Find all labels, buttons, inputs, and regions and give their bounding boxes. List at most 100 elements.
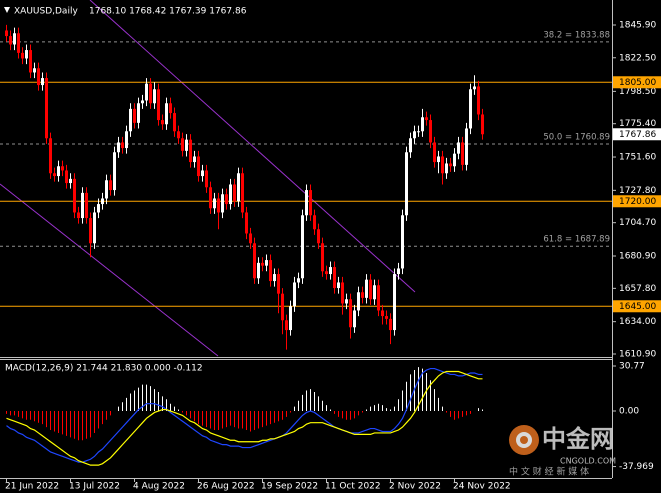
ohlc-readout: 1768.10 1768.42 1767.39 1767.86	[89, 7, 247, 17]
y-tick-label: 1657.80	[619, 284, 656, 294]
candle-body	[57, 166, 60, 177]
candle-body	[293, 282, 296, 307]
candle-body	[81, 192, 84, 219]
candle-body	[289, 306, 292, 331]
x-tick-label: 2 Nov 2022	[389, 482, 441, 492]
candle-body	[89, 218, 92, 244]
fib-label: 61.8 = 1687.89	[543, 235, 610, 245]
candle-body	[113, 152, 116, 191]
candle-body	[365, 279, 368, 298]
candle-body	[217, 198, 220, 213]
level-label: 1645.00	[619, 302, 656, 312]
candle-body	[61, 166, 64, 171]
candle-body	[109, 180, 112, 191]
candle-body	[305, 190, 308, 216]
candle-body	[105, 180, 108, 199]
candle-body	[153, 89, 156, 104]
candle-body	[93, 212, 96, 244]
candle-body	[205, 170, 208, 188]
level-label: 1805.00	[619, 78, 656, 88]
candle-body	[225, 194, 228, 205]
candle-body	[253, 243, 256, 279]
candle-body	[189, 139, 192, 163]
candle-body	[141, 100, 144, 104]
candle-body	[369, 279, 372, 300]
candle-body	[197, 156, 200, 177]
level-label-box	[613, 300, 661, 313]
candle-body	[313, 215, 316, 230]
candle-body	[449, 163, 452, 167]
layout	[0, 0, 613, 479]
candle-body	[181, 138, 184, 151]
fib-label: 38.2 = 1833.88	[543, 30, 610, 40]
candle-body	[185, 139, 188, 151]
candle-body	[101, 198, 104, 205]
candle-body	[233, 184, 236, 202]
candle-body	[413, 131, 416, 139]
candle-body	[269, 260, 272, 282]
candle-body	[465, 128, 468, 165]
candle-body	[317, 229, 320, 244]
channel-line	[0, 183, 219, 357]
candle-body	[213, 198, 216, 209]
candle-body	[173, 113, 176, 132]
x-tick-label: 21 Jun 2022	[5, 482, 59, 492]
candle-body	[65, 170, 68, 184]
watermark: 中金网 CNGOLD.COM 中 文 财 经 新 媒 体	[509, 425, 616, 478]
symbol-icon	[4, 7, 10, 13]
candle-body	[473, 86, 476, 90]
candle-body	[333, 267, 336, 289]
candle-body	[229, 184, 232, 205]
candle-body	[409, 138, 412, 153]
candle-body	[237, 173, 240, 202]
candle-body	[385, 316, 388, 319]
candle-body	[73, 178, 76, 213]
candle-body	[337, 282, 340, 289]
chart-title: XAUUSD,Daily	[14, 7, 78, 17]
y-tick-label: 1798.50	[619, 87, 656, 97]
candle-body	[41, 78, 44, 86]
candle-body	[21, 52, 24, 59]
candle-body	[97, 204, 100, 213]
y-tick-label: 1751.60	[619, 153, 656, 163]
candle-body	[177, 131, 180, 139]
candle-body	[353, 310, 356, 328]
y2-tick-label: 0.00	[619, 407, 639, 417]
level-label: 1720.00	[619, 197, 656, 207]
candle-body	[5, 30, 8, 37]
candle-body	[437, 156, 440, 163]
level-label-box	[613, 76, 661, 89]
candle-body	[29, 50, 32, 73]
y-tick-label: 1822.50	[619, 53, 656, 63]
candle-body	[373, 285, 376, 300]
candle-body	[281, 293, 284, 321]
candle-body	[345, 299, 348, 304]
x-tick-label: 19 Sep 2022	[261, 482, 318, 492]
candle-body	[241, 173, 244, 213]
candle-body	[129, 108, 132, 132]
x-tick-label: 4 Aug 2022	[133, 482, 185, 492]
candle-body	[321, 243, 324, 272]
candle-body	[201, 170, 204, 177]
candle-body	[297, 278, 300, 283]
last-price-label: 1767.86	[619, 130, 656, 140]
candle-body	[401, 215, 404, 269]
watermark-logo-dot	[520, 436, 528, 444]
candle-body	[453, 153, 456, 167]
candle-body	[421, 117, 424, 132]
candle-body	[265, 260, 268, 266]
candle-body	[389, 318, 392, 331]
candle-body	[165, 103, 168, 125]
candle-body	[249, 233, 252, 244]
candle-body	[53, 173, 56, 177]
level-label-box	[613, 195, 661, 208]
candle-body	[133, 108, 136, 123]
candle-body	[357, 292, 360, 311]
x-tick-label: 13 Jul 2022	[69, 482, 120, 492]
candle-body	[325, 271, 328, 275]
y-tick-label: 1775.40	[619, 119, 656, 129]
macd-line	[6, 367, 483, 463]
candle-body	[257, 262, 260, 279]
candle-body	[377, 285, 380, 311]
